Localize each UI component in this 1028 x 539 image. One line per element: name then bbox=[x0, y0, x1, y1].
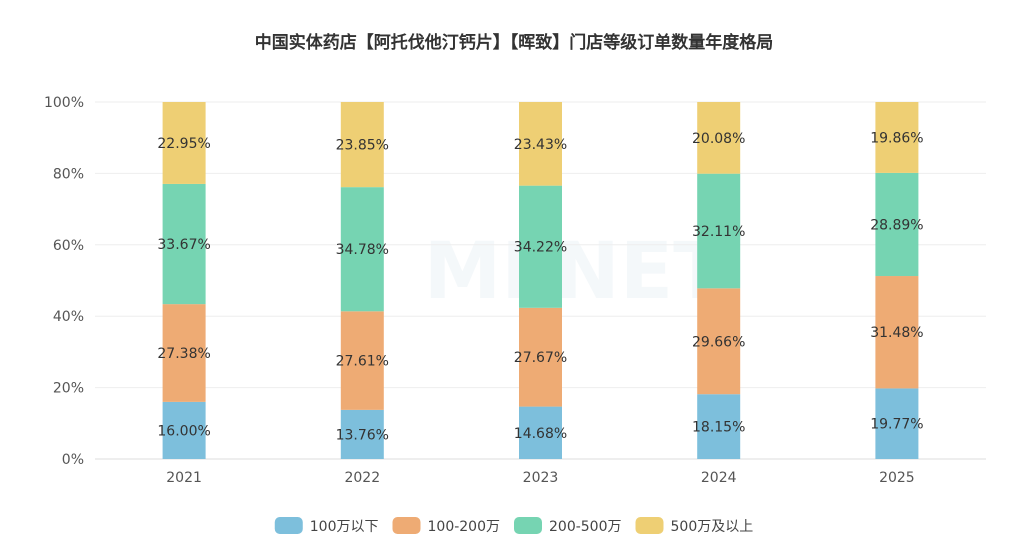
bars bbox=[162, 102, 919, 459]
data-label: 23.43% bbox=[514, 137, 567, 153]
bar-segment[interactable] bbox=[875, 172, 919, 277]
legend-swatch bbox=[635, 517, 664, 534]
bar-segment[interactable] bbox=[697, 394, 741, 459]
legend-item[interactable]: 100-200万 bbox=[392, 517, 501, 535]
bar-segment[interactable] bbox=[340, 187, 384, 312]
chart-title: 中国实体药店【阿托伐他汀钙片】【晖致】门店等级订单数量年度格局 bbox=[255, 32, 774, 53]
y-tick-label: 20% bbox=[53, 381, 84, 397]
data-label: 28.89% bbox=[870, 217, 923, 233]
data-label: 27.67% bbox=[514, 350, 567, 366]
y-axis-ticks: 0% 20% 40% 60% 80% 100% bbox=[44, 95, 84, 468]
bar-segment[interactable] bbox=[875, 388, 919, 459]
bar-segment[interactable] bbox=[519, 102, 562, 186]
data-labels: 16.00% 27.38% 33.67% 22.95% 13.76% 27.61% 34.7… bbox=[157, 130, 923, 443]
data-label: 27.38% bbox=[157, 346, 210, 362]
bar-segment[interactable] bbox=[162, 183, 206, 305]
legend-swatch bbox=[392, 517, 421, 534]
data-label: 22.95% bbox=[157, 136, 210, 152]
bar-segment[interactable] bbox=[875, 276, 919, 389]
bar-segment[interactable] bbox=[697, 288, 741, 395]
bar-segment[interactable] bbox=[162, 304, 206, 402]
data-label: 19.86% bbox=[870, 130, 923, 146]
bar-segment[interactable] bbox=[697, 173, 741, 289]
x-tick-label: 2022 bbox=[344, 470, 380, 486]
bar-segment[interactable] bbox=[519, 185, 562, 308]
bar-segment[interactable] bbox=[519, 406, 562, 459]
bar-segment[interactable] bbox=[162, 401, 206, 459]
data-label: 23.85% bbox=[336, 138, 389, 154]
legend-swatch bbox=[514, 517, 542, 534]
y-tick-label: 0% bbox=[62, 452, 84, 468]
data-label: 34.78% bbox=[336, 242, 389, 258]
data-label: 32.11% bbox=[692, 224, 745, 240]
bar-segment[interactable] bbox=[697, 102, 741, 174]
x-tick-label: 2023 bbox=[523, 470, 559, 486]
legend-label: 100万以下 bbox=[310, 519, 379, 535]
data-label: 16.00% bbox=[157, 423, 210, 439]
data-label: 19.77% bbox=[870, 417, 923, 433]
y-tick-label: 80% bbox=[53, 166, 84, 182]
bar-segment[interactable] bbox=[519, 307, 562, 407]
bar-segment[interactable] bbox=[162, 102, 206, 184]
x-tick-label: 2025 bbox=[879, 470, 915, 486]
data-label: 14.68% bbox=[514, 426, 567, 442]
data-label: 20.08% bbox=[692, 131, 745, 147]
bar-segment[interactable] bbox=[340, 102, 384, 188]
y-tick-label: 40% bbox=[53, 309, 84, 325]
data-label: 27.61% bbox=[336, 354, 389, 370]
data-label: 18.15% bbox=[692, 420, 745, 436]
watermark: MENET bbox=[424, 227, 727, 317]
data-label: 34.22% bbox=[514, 240, 567, 256]
legend-label: 100-200万 bbox=[428, 519, 501, 535]
data-label: 29.66% bbox=[692, 334, 745, 350]
data-label: 33.67% bbox=[157, 237, 210, 253]
y-tick-label: 100% bbox=[44, 95, 84, 111]
data-label: 31.48% bbox=[870, 325, 923, 341]
data-label: 13.76% bbox=[336, 427, 389, 443]
legend-swatch bbox=[274, 517, 303, 534]
legend-item[interactable]: 100万以下 bbox=[274, 517, 379, 535]
x-tick-label: 2021 bbox=[166, 470, 202, 486]
bar-segment[interactable] bbox=[340, 311, 384, 410]
x-axis-ticks: 2021 2022 2023 2024 2025 bbox=[166, 470, 914, 486]
legend-item[interactable]: 500万及以上 bbox=[635, 517, 754, 535]
legend-label: 500万及以上 bbox=[671, 519, 754, 535]
legend-label: 200-500万 bbox=[549, 519, 622, 535]
legend[interactable]: 100万以下 100-200万 200-500万 500万及以上 bbox=[274, 517, 754, 535]
legend-item[interactable]: 200-500万 bbox=[514, 517, 622, 535]
x-tick-label: 2024 bbox=[701, 470, 737, 486]
bar-segment[interactable] bbox=[340, 409, 384, 459]
bar-segment[interactable] bbox=[875, 102, 919, 173]
y-tick-label: 60% bbox=[53, 238, 84, 254]
